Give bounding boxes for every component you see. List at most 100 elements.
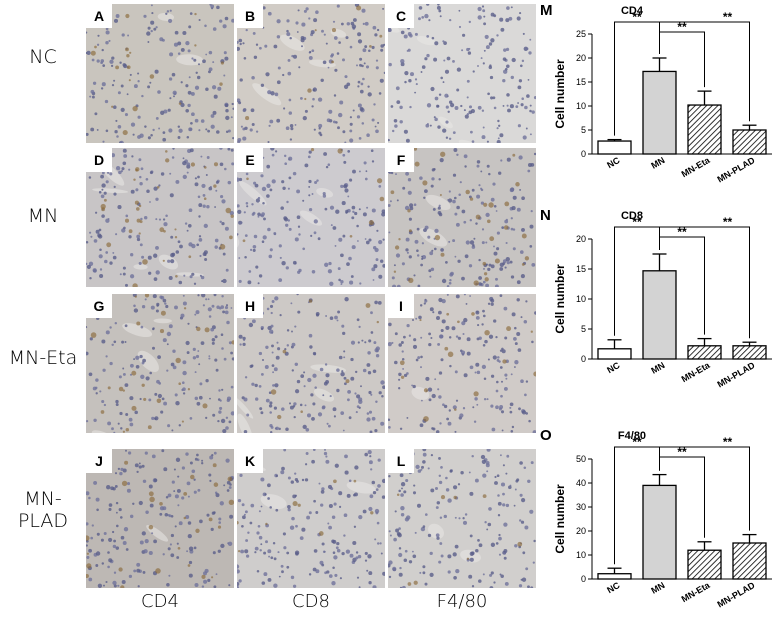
micrograph-panel-i: I — [388, 294, 536, 433]
significance-bracket — [659, 21, 750, 122]
significance-label: ** — [723, 10, 733, 24]
tissue-texture-image — [237, 148, 385, 286]
x-tick-label: MN — [649, 360, 666, 376]
y-tick-label: 10 — [576, 101, 586, 111]
significance-label: ** — [632, 435, 642, 449]
micrograph-panel-d: D — [86, 148, 234, 287]
micrograph-panel-h: H — [237, 294, 385, 433]
y-tick-label: 15 — [576, 77, 586, 87]
column-label-cd8: CD8 — [292, 591, 330, 612]
micrograph-panel-g: G — [86, 294, 234, 433]
micrograph-panel-c: C — [388, 4, 536, 143]
y-tick-label: 0 — [581, 354, 586, 364]
panel-letter: F — [388, 148, 414, 172]
x-tick-label: MN-PLAD — [716, 580, 757, 610]
x-tick-label: MN-PLAD — [716, 360, 757, 390]
bar-nc — [597, 348, 632, 360]
y-tick-label: 50 — [576, 454, 586, 464]
y-tick-label: 5 — [581, 125, 586, 135]
panel-letter: K — [237, 449, 263, 473]
column-label-f480: F4/80 — [436, 591, 488, 612]
row-label-nc: NC — [29, 46, 57, 68]
bar-mn — [642, 484, 677, 580]
tissue-texture-image — [237, 449, 385, 588]
tissue-texture-image — [388, 4, 536, 143]
row-label-mn-eta: MN-Eta — [8, 347, 78, 369]
tissue-texture-image — [388, 148, 536, 287]
panel-letter: E — [237, 148, 263, 172]
chart-letter-o: O — [540, 427, 552, 444]
bar-chart-cd8: CD8 0 5 10 15 20 Cell number NC MN MN-Eta MN-PLAD *… — [553, 210, 772, 390]
x-tick-label: MN — [649, 155, 666, 171]
micrograph-panel-a: A — [86, 4, 234, 143]
chart-panel-o: O F4/80 0 10 20 30 40 50 Cell number NC MN MN-Eta M… — [540, 425, 780, 617]
x-tick-label: MN — [649, 580, 666, 596]
chart-title: F4/80 — [618, 430, 646, 442]
x-tick-label: MN-Eta — [680, 580, 713, 605]
significance-label: ** — [632, 10, 642, 24]
micrograph-panel-l: L — [388, 449, 536, 588]
chart-title: CD8 — [621, 210, 643, 222]
y-tick-label: 10 — [576, 550, 586, 560]
y-tick-label: 20 — [576, 53, 586, 63]
y-tick-label: 20 — [576, 526, 586, 536]
x-tick-label: MN-Eta — [680, 360, 713, 385]
bar-mn-eta — [687, 549, 722, 580]
chart-letter-m: M — [540, 2, 553, 19]
chart-panel-n: N CD8 0 5 10 15 20 Cell number NC MN MN-Eta MN-PLA… — [540, 205, 780, 397]
column-label-cd4: CD4 — [141, 591, 179, 612]
significance-label: ** — [632, 215, 642, 229]
x-tick-label: NC — [605, 580, 622, 595]
y-tick-label: 15 — [576, 264, 586, 274]
bar-chart-f480: F4/80 0 10 20 30 40 50 Cell number NC MN MN-Eta MN-… — [553, 430, 772, 610]
bar-chart-cd4: CD4 0 5 10 15 20 25 Cell number NC MN MN-Eta MN-PLA… — [553, 5, 772, 185]
chart-title: CD4 — [621, 5, 644, 17]
tissue-texture-image — [388, 449, 536, 588]
tissue-texture-image — [86, 449, 234, 588]
y-tick-label: 10 — [576, 294, 586, 304]
panel-letter: J — [86, 449, 112, 473]
row-label-mn: MN — [27, 205, 59, 227]
x-tick-label: NC — [605, 155, 622, 170]
panel-letter: L — [388, 449, 414, 473]
x-tick-label: MN-Eta — [680, 155, 713, 180]
panel-letter: D — [86, 148, 112, 172]
tissue-texture-image — [86, 294, 234, 433]
bar-mn-plad — [732, 345, 767, 360]
micrograph-panel-f: F — [388, 148, 536, 287]
x-tick-label: MN-PLAD — [716, 155, 757, 185]
significance-bracket — [659, 446, 750, 531]
chart-letter-n: N — [540, 207, 551, 224]
row-label-mn-plad: MN-PLAD — [17, 488, 69, 532]
tissue-texture-image — [86, 4, 234, 143]
y-tick-label: 25 — [576, 29, 586, 39]
panel-letter: G — [86, 294, 112, 318]
micrograph-panel-j: J — [86, 449, 234, 588]
y-tick-label: 30 — [576, 502, 586, 512]
chart-panel-m: M CD4 0 5 10 15 20 25 Cell number NC MN MN-Eta MN-P… — [540, 0, 780, 192]
panel-letter: C — [388, 4, 414, 28]
bar-nc — [597, 573, 632, 580]
bar-mn-plad — [732, 542, 767, 580]
micrograph-panel-b: B — [237, 4, 385, 143]
micrograph-panel-e: E — [237, 148, 385, 287]
significance-label: ** — [723, 215, 733, 229]
panel-letter: H — [237, 294, 263, 318]
bar-mn — [642, 270, 677, 360]
x-tick-label: NC — [605, 360, 622, 375]
panel-letter: I — [388, 294, 414, 318]
panel-letter: B — [237, 4, 263, 28]
y-tick-label: 0 — [581, 149, 586, 159]
tissue-texture-image — [237, 4, 385, 143]
bar-mn — [642, 70, 677, 155]
significance-label: ** — [723, 435, 733, 449]
y-tick-label: 0 — [581, 574, 586, 584]
significance-label: ** — [677, 445, 687, 459]
y-tick-label: 20 — [576, 234, 586, 244]
y-axis-label: Cell number — [553, 264, 567, 334]
significance-label: ** — [677, 20, 687, 34]
significance-label: ** — [677, 225, 687, 239]
bar-nc — [597, 140, 632, 155]
bar-mn-eta — [687, 104, 722, 155]
y-axis-label: Cell number — [553, 484, 567, 554]
